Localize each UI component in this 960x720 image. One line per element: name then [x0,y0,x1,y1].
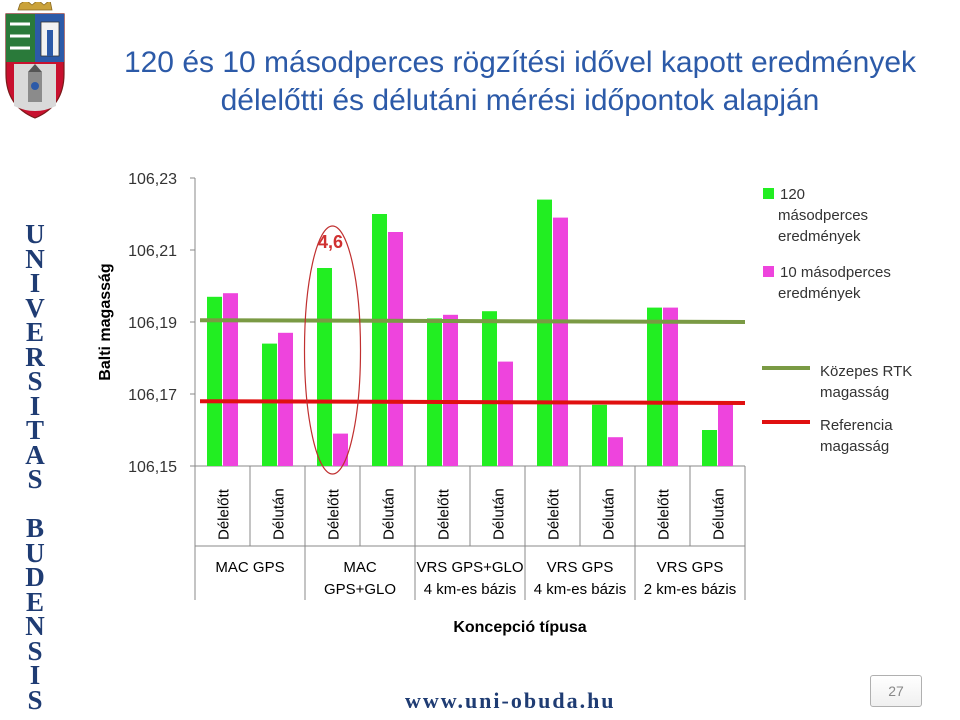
bar-series2 [498,361,513,466]
highlight-ellipse [303,225,362,475]
bar-series1 [262,343,277,466]
wordmark-letter: T [25,415,44,445]
slide-title: 120 és 10 másodperces rögzítési idővel k… [90,44,950,120]
wordmark-letter: B [25,513,44,543]
y-tick-label: 106,17 [128,387,177,404]
legend-label: eredmények [778,285,861,302]
legend-label: másodperces [778,207,868,224]
wordmark-letter: I [29,390,41,421]
group-label: VRS GPS [547,559,614,576]
legend-label: Referencia [820,417,893,434]
group-label: 2 km-es bázis [644,581,737,598]
wordmark-letter: E [25,317,44,347]
wordmark-letter: I [29,268,41,298]
bar-series2 [553,217,568,466]
bar-series1 [207,296,222,466]
category-label: Délelőtt [326,488,343,540]
reference-height-line [199,399,746,405]
university-crest-icon [5,2,65,119]
group-label: VRS GPS [657,559,724,576]
legend-label: magasság [820,384,889,401]
category-label: Délelőtt [656,488,673,540]
group-label: GPS+GLO [324,581,396,598]
wordmark-letter: N [25,243,45,274]
wordmark-letter: S [27,684,43,715]
bar-series1 [647,307,662,466]
bar-series2 [223,293,238,466]
bar-series2 [388,232,403,466]
bar-series2 [718,401,733,466]
group-label: MAC [343,559,377,576]
title-line-2: délelőtti és délutáni mérési időpontok a… [220,84,820,117]
wordmark-letter: D [25,562,45,592]
group-label: VRS GPS+GLO [416,559,523,576]
y-tick-label: 106,21 [128,243,177,260]
wordmark-letter: I [29,660,41,690]
annotation-label: 4,6 [318,232,343,252]
page-number: 27 [870,675,922,707]
wordmark-letter: S [27,464,43,494]
bar-series2 [608,437,623,466]
title-line-1: 120 és 10 másodperces rögzítési idővel k… [123,46,917,79]
wordmark-letter: N [25,611,45,641]
rtk-height-line [199,318,746,324]
wordmark-letter: U [25,219,45,249]
category-label: Délután [491,488,508,540]
legend-label: Közepes RTK [820,363,912,380]
bar-series1 [372,214,387,466]
wordmark-letter: A [25,439,45,470]
category-label: Délelőtt [436,488,453,540]
legend-label: eredmények [778,228,861,245]
bar-series2 [663,307,678,466]
category-label: Délelőtt [216,488,233,540]
footer-website[interactable]: www.uni-obuda.hu [405,688,616,713]
wordmark-letter: S [27,635,43,666]
bar-series1 [702,430,717,466]
y-tick-label: 106,23 [128,171,177,188]
x-axis-title: Koncepció típusa [453,619,586,636]
category-label: Délután [601,488,618,540]
group-label: 4 km-es bázis [424,581,517,598]
legend-label: 120 [780,186,805,203]
y-tick-label: 106,15 [128,459,177,476]
y-axis-title: Balti magasság [97,263,114,380]
bar-series1 [317,268,332,466]
bar-series2 [278,332,293,466]
y-tick-label: 106,19 [128,315,177,332]
legend-label: 10 másodperces [780,264,891,281]
legend-swatch-series1 [763,188,774,199]
category-label: Délután [711,488,728,540]
bar-series2 [443,314,458,466]
wordmark-letter: S [27,366,43,396]
bar-series1 [482,311,497,466]
category-label: Délután [271,488,288,540]
bar-series1 [427,318,442,466]
wordmark-letter: V [25,292,45,323]
bar-series1 [592,404,607,466]
legend-label: magasság [820,438,889,455]
group-label: 4 km-es bázis [534,581,627,598]
bar-series2 [333,433,348,466]
bar-series1 [537,199,552,466]
category-label: Délelőtt [546,488,563,540]
wordmark-letter: U [25,537,45,568]
wordmark-letter: R [25,341,45,372]
wordmark-letter: E [25,586,44,617]
category-label: Délután [381,488,398,540]
legend-swatch-series2 [763,266,774,277]
group-label: MAC GPS [215,559,284,576]
